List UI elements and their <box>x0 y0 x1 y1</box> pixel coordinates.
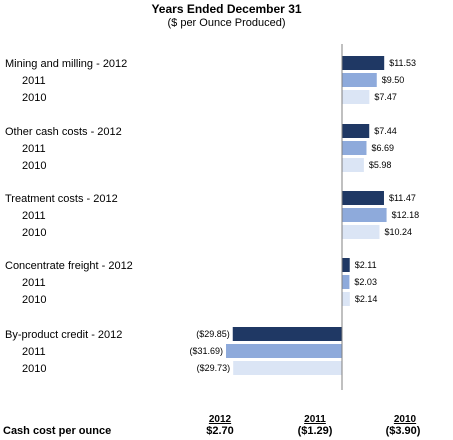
category-label-4-2010: 2010 <box>22 363 46 375</box>
bar-0-2011 <box>342 73 377 87</box>
value-label-0-2010: $7.47 <box>374 92 397 102</box>
chart-subtitle: ($ per Ounce Produced) <box>167 17 286 29</box>
category-label-1-2011: 2011 <box>22 143 46 155</box>
value-label-4-2012: ($29.85) <box>196 329 230 339</box>
cash-cost-bar-chart: Mining and milling - 2012 $11.53 2011 $9.50… <box>5 44 420 390</box>
bar-0-2012 <box>342 56 385 70</box>
bar-4-2012 <box>232 327 342 341</box>
bar-1-2011 <box>342 141 367 155</box>
bar-3-2011 <box>342 275 350 289</box>
category-label-4-2011: 2011 <box>22 346 46 358</box>
cash-cost-label: Cash cost per ounce <box>3 425 112 437</box>
footer-value-2010: ($3.90) <box>385 425 421 437</box>
category-label-3-2011: 2011 <box>22 277 46 289</box>
category-label-2-2010: 2010 <box>22 227 46 239</box>
category-label-2-2011: 2011 <box>22 210 46 222</box>
bar-4-2011 <box>226 344 342 358</box>
footer-value-2012: $2.70 <box>206 425 234 437</box>
bar-3-2012 <box>342 258 350 272</box>
footer-value-2011: ($1.29) <box>297 425 333 437</box>
bar-0-2010 <box>342 90 370 104</box>
value-label-3-2010: $2.14 <box>355 294 378 304</box>
value-label-4-2010: ($29.73) <box>197 363 231 373</box>
value-label-1-2011: $6.69 <box>371 143 394 153</box>
value-label-1-2010: $5.98 <box>369 160 392 170</box>
bar-1-2012 <box>342 124 370 138</box>
bar-4-2010 <box>233 361 342 375</box>
footer-year-2012: 2012 <box>208 414 232 425</box>
footer-year-2011: 2011 <box>304 414 326 425</box>
category-label-2-2012: Treatment costs - 2012 <box>5 193 118 205</box>
category-label-3-2010: 2010 <box>22 294 46 306</box>
bar-2-2012 <box>342 191 384 205</box>
value-label-2-2012: $11.47 <box>389 193 416 203</box>
value-label-2-2011: $12.18 <box>392 210 420 220</box>
category-label-3-2012: Concentrate freight - 2012 <box>5 260 133 272</box>
value-label-4-2011: ($31.69) <box>189 346 223 356</box>
bar-1-2010 <box>342 158 364 172</box>
chart-title: Years Ended December 31 <box>151 2 302 16</box>
value-label-1-2012: $7.44 <box>374 126 397 136</box>
category-label-1-2012: Other cash costs - 2012 <box>5 126 122 138</box>
footer-year-2010: 2010 <box>393 414 417 425</box>
category-label-4-2012: By-product credit - 2012 <box>5 329 122 341</box>
bar-2-2011 <box>342 208 387 222</box>
bar-2-2010 <box>342 225 380 239</box>
category-label-0-2010: 2010 <box>22 92 46 104</box>
category-label-1-2010: 2010 <box>22 160 46 172</box>
bar-3-2010 <box>342 292 350 306</box>
category-label-0-2011: 2011 <box>22 75 46 87</box>
value-label-3-2012: $2.11 <box>355 260 377 270</box>
value-label-2-2010: $10.24 <box>384 227 412 237</box>
value-label-3-2011: $2.03 <box>354 277 377 287</box>
value-label-0-2011: $9.50 <box>382 75 405 85</box>
value-label-0-2012: $11.53 <box>389 58 416 68</box>
category-label-0-2012: Mining and milling - 2012 <box>5 58 127 70</box>
